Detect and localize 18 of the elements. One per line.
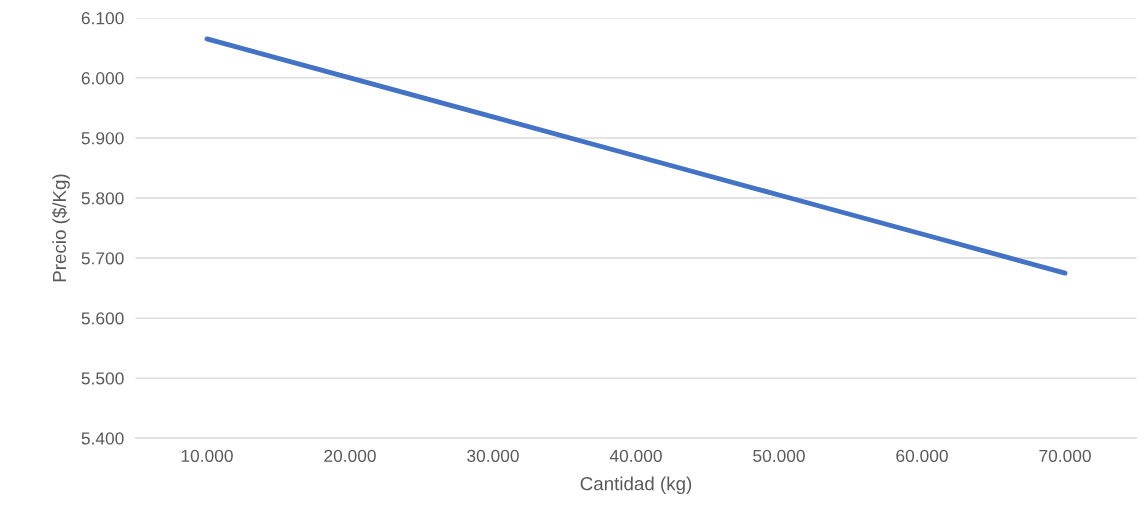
x-axis-title: Cantidad (kg) (580, 476, 692, 495)
x-tick-label: 70.000 (1039, 449, 1091, 463)
y-axis-title: Precio ($/Kg) (52, 174, 70, 282)
y-tick-label: 6.100 (81, 12, 124, 25)
y-tick-label: 5.600 (81, 312, 124, 325)
line-series (204, 36, 1068, 276)
x-tick-label: 20.000 (324, 449, 376, 463)
x-tick-label: 60.000 (896, 449, 948, 463)
y-tick-label: 5.400 (81, 432, 124, 445)
y-tick-label: 5.500 (81, 372, 124, 385)
x-tick-label: 50.000 (753, 449, 805, 463)
y-tick-label: 5.800 (81, 192, 124, 205)
x-tick-label: 10.000 (181, 449, 233, 463)
x-tick-label: 30.000 (467, 449, 519, 463)
x-tick-label: 40.000 (609, 449, 662, 463)
y-tick-label: 6.000 (81, 72, 124, 85)
y-tick-label: 5.900 (81, 132, 124, 145)
y-tick-label: 5.700 (81, 252, 124, 265)
